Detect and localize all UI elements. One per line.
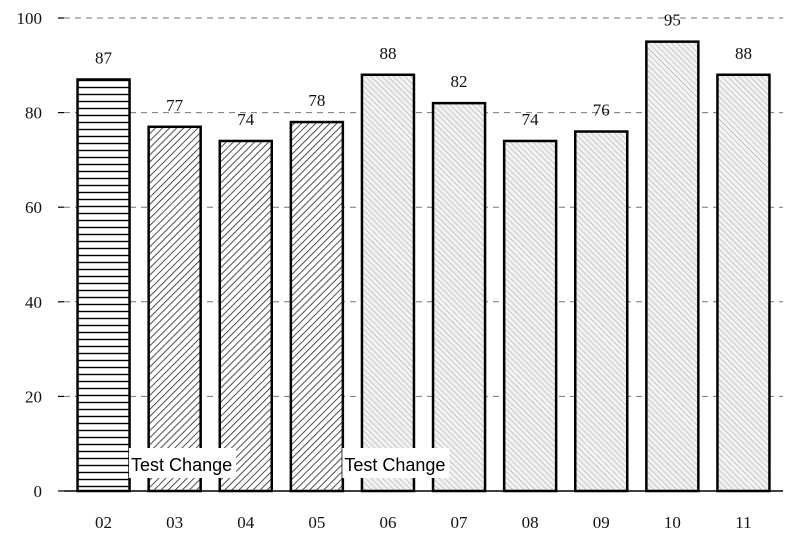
x-tick-label: 09 [593,513,610,532]
y-tick-label: 20 [25,387,42,406]
data-label-08: 74 [522,110,540,129]
bar-02 [78,79,130,491]
x-tick-label: 10 [664,513,681,532]
data-label-11: 88 [735,44,752,63]
data-label-05: 78 [308,91,325,110]
y-tick-label: 40 [25,293,42,312]
data-label-10: 95 [664,11,681,30]
data-label-09: 76 [593,101,610,120]
bar-04 [220,141,272,491]
x-tick-label: 03 [166,513,183,532]
annotations: Test Change Test Change [129,448,449,478]
bar-08 [504,141,556,491]
x-tick-label: 05 [308,513,325,532]
test-change-annotation: Test Change [129,448,236,478]
data-label-03: 77 [166,96,184,115]
bar-06 [362,75,414,491]
y-tick-label: 80 [25,104,42,123]
y-tick-label: 100 [17,9,43,28]
annotation-text: Test Change [344,455,445,475]
data-label-06: 88 [379,44,396,63]
bar-10 [646,42,698,491]
x-tick-label: 06 [379,513,396,532]
annotation-text: Test Change [131,455,232,475]
x-tick-label: 04 [237,513,255,532]
bar-11 [717,75,769,491]
bar-09 [575,132,627,491]
x-tick-label: 07 [451,513,469,532]
x-tick-label: 02 [95,513,112,532]
y-tick-label: 0 [34,482,43,501]
y-tick-label: 60 [25,198,42,217]
x-axis: 02 03 04 05 06 07 08 09 10 11 [95,513,752,532]
bar-05 [291,122,343,491]
x-tick-label: 08 [522,513,539,532]
bar-07 [433,103,485,491]
data-label-07: 82 [451,72,468,91]
test-change-annotation: Test Change [342,448,449,478]
bar-03 [149,127,201,491]
data-label-04: 74 [237,110,255,129]
x-tick-label: 11 [735,513,751,532]
data-label-02: 87 [95,48,113,67]
